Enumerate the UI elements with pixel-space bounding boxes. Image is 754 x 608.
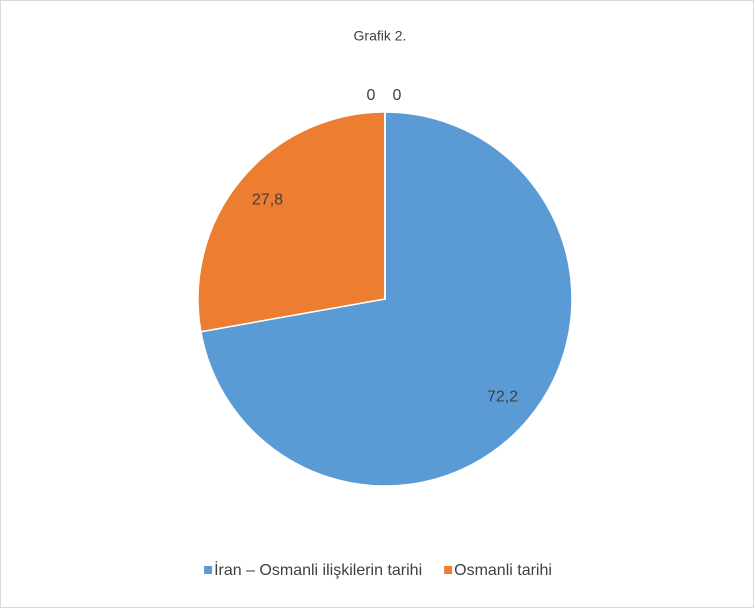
legend-swatch <box>444 566 453 574</box>
legend-label: İran – Osmanli ilişkilerin tarihi <box>214 560 422 579</box>
legend-swatch <box>204 566 213 574</box>
data-label: 27,8 <box>252 192 283 209</box>
pie-slice <box>200 111 573 487</box>
pie-slice <box>197 111 386 333</box>
chart-title: Grafik 2. <box>354 28 407 44</box>
legend-label: Osmanli tarihi <box>454 562 552 579</box>
data-label: 72,2 <box>487 389 518 406</box>
data-label: 0 <box>367 87 376 104</box>
data-label: 0 <box>393 87 402 104</box>
